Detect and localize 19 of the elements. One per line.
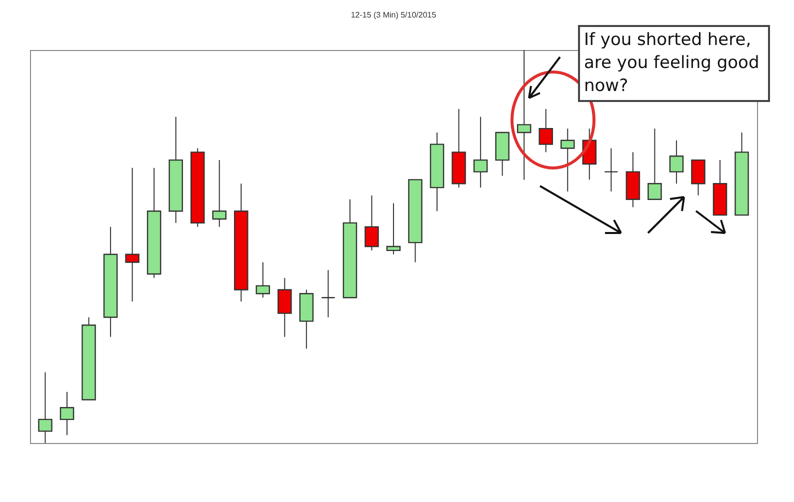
candlestick <box>321 270 336 318</box>
candlestick <box>648 128 662 200</box>
candlestick <box>256 262 270 298</box>
candlestick <box>60 391 74 436</box>
candlestick <box>278 277 292 338</box>
candlestick <box>669 140 684 184</box>
candlestick <box>560 128 575 192</box>
annotation: If you shorted here, are you feeling good now? <box>578 25 770 102</box>
candlestick <box>364 194 379 251</box>
candlestick <box>38 372 52 444</box>
candlestick <box>386 202 401 255</box>
candlestick <box>691 159 706 196</box>
candlestick <box>125 167 140 302</box>
chart-title: 12-15 (3 Min) 5/10/2015 <box>350 10 437 20</box>
candlestick <box>516 50 532 180</box>
candlestick <box>538 108 553 153</box>
candlestick <box>604 148 618 192</box>
candlestick <box>473 116 488 188</box>
candlestick <box>212 160 226 228</box>
